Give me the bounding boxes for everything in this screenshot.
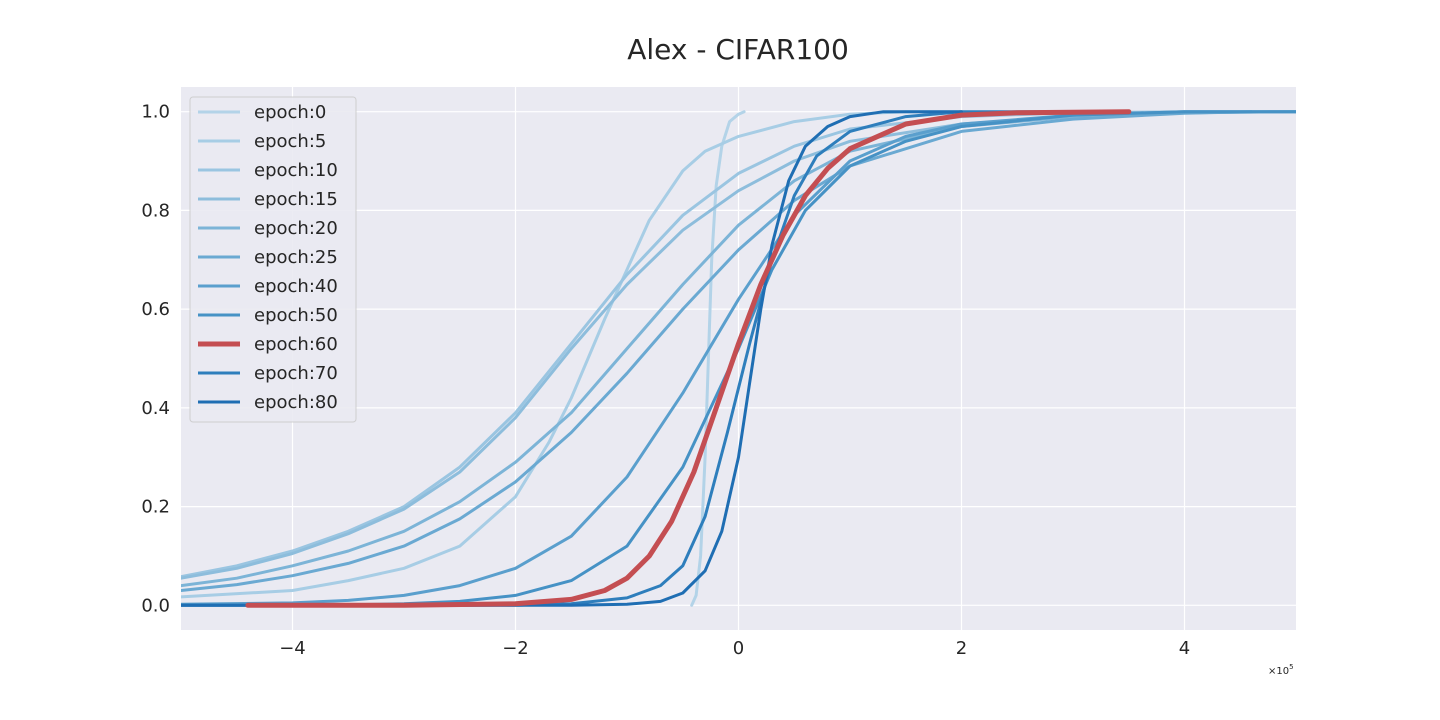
series-line-epoch-25 <box>181 110 1253 592</box>
legend-label: epoch:5 <box>254 131 326 152</box>
legend-label: epoch:50 <box>254 305 338 326</box>
series-line-epoch-0 <box>690 110 746 607</box>
legend-box <box>189 96 357 423</box>
chart-title: Alex - CIFAR100 <box>627 33 849 66</box>
x-tick-label: −4 <box>279 638 306 659</box>
legend: epoch:0 epoch:5 epoch:10 epoch:15 epoch:20 ep… <box>189 96 357 423</box>
axis-tick-labels: −4 −2 0 2 4 0.0 0.2 0.4 0.6 0.8 1.0 <box>141 102 1190 659</box>
x-tick-label: −2 <box>502 638 529 659</box>
legend-label: epoch:40 <box>254 276 338 297</box>
x-tick-label: 4 <box>1179 638 1190 659</box>
y-tick-label: 0.2 <box>141 497 170 518</box>
legend-label: epoch:80 <box>254 392 338 413</box>
series-line-epoch-70 <box>181 110 1075 607</box>
y-tick-label: 0.6 <box>141 299 170 320</box>
y-tick-label: 1.0 <box>141 102 170 123</box>
series-line-epoch-60 <box>245 109 1132 608</box>
legend-label: epoch:60 <box>254 334 338 355</box>
legend-label: epoch:70 <box>254 363 338 384</box>
legend-label: epoch:0 <box>254 102 326 123</box>
legend-label: epoch:20 <box>254 218 338 239</box>
x-offset-exponent: 5 <box>1289 663 1293 671</box>
y-tick-label: 0.4 <box>141 398 170 419</box>
x-tick-label: 2 <box>956 638 967 659</box>
legend-label: epoch:10 <box>254 160 338 181</box>
series-line-epoch-5 <box>181 110 963 599</box>
legend-label: epoch:15 <box>254 189 338 210</box>
x-axis-offset-label: ×105 <box>1268 663 1294 677</box>
x-offset-base: ×10 <box>1268 666 1289 677</box>
legend-label: epoch:25 <box>254 247 338 268</box>
y-tick-label: 0.8 <box>141 200 170 221</box>
series-line-epoch-40 <box>181 110 1296 606</box>
series-layer <box>181 109 1296 608</box>
y-tick-label: 0.0 <box>141 595 170 616</box>
series-line-epoch-80 <box>181 110 963 607</box>
x-tick-label: 0 <box>733 638 744 659</box>
